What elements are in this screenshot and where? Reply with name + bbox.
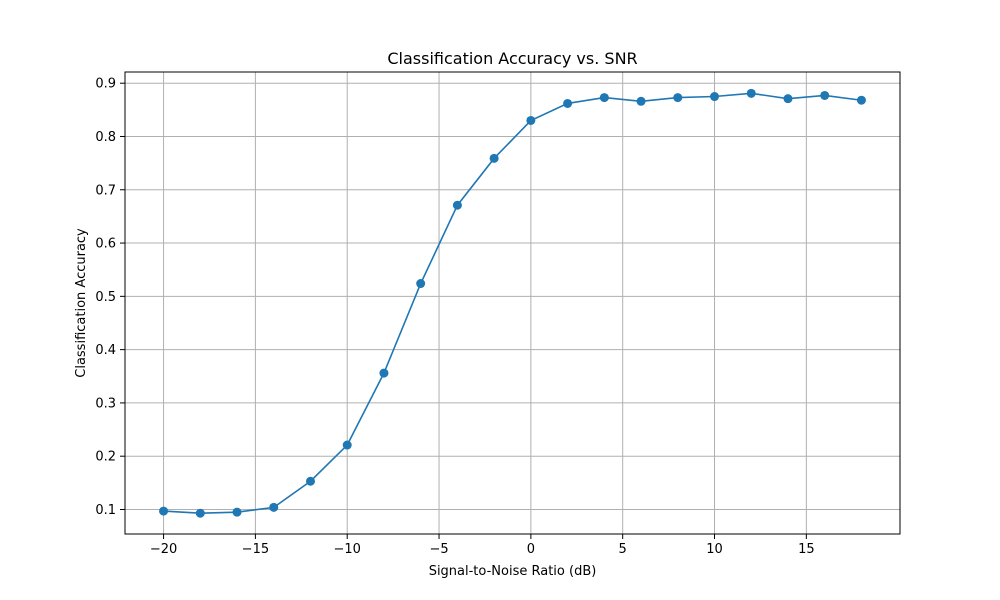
- y-tick-label: 0.9: [95, 77, 116, 92]
- data-point: [379, 368, 389, 378]
- x-tick-label: 5: [619, 542, 627, 557]
- x-axis-ticks: −20 −15 −10 −5 0 5 10 15: [150, 534, 815, 557]
- data-point: [820, 90, 830, 100]
- data-point: [489, 153, 499, 163]
- data-point: [452, 200, 462, 210]
- y-tick-label: 0.7: [95, 183, 116, 198]
- data-point: [269, 502, 279, 512]
- y-tick-label: 0.2: [95, 450, 116, 465]
- x-tick-label: −5: [429, 542, 448, 557]
- x-tick-label: 0: [527, 542, 535, 557]
- series-accuracy: [159, 88, 866, 518]
- data-point: [783, 94, 793, 104]
- y-axis-ticks: 0.1 0.2 0.3 0.4 0.5 0.6 0.7 0.8 0.9: [95, 77, 125, 518]
- data-point: [305, 476, 315, 486]
- y-tick-label: 0.5: [95, 290, 116, 305]
- data-point: [856, 95, 866, 105]
- y-tick-label: 0.3: [95, 396, 116, 411]
- y-tick-label: 0.4: [95, 343, 116, 358]
- y-tick-label: 0.8: [95, 130, 116, 145]
- data-point: [159, 506, 169, 516]
- x-tick-label: 15: [798, 542, 815, 557]
- x-tick-label: −15: [242, 542, 269, 557]
- x-tick-label: −10: [333, 542, 360, 557]
- data-point: [746, 88, 756, 98]
- data-point: [195, 508, 205, 518]
- data-point: [599, 93, 609, 103]
- data-point: [710, 92, 720, 102]
- data-point: [232, 507, 242, 517]
- data-point: [526, 115, 536, 125]
- data-point: [636, 96, 646, 106]
- x-tick-label: 10: [706, 542, 723, 557]
- data-point: [673, 93, 683, 103]
- data-point: [563, 98, 573, 108]
- data-point: [416, 279, 426, 289]
- chart-title: Classification Accuracy vs. SNR: [387, 49, 637, 68]
- x-tick-label: −20: [150, 542, 177, 557]
- y-tick-label: 0.6: [95, 237, 116, 252]
- plot-frame: [124, 71, 901, 535]
- data-point: [342, 440, 352, 450]
- y-axis-label: Classification Accuracy: [74, 228, 89, 378]
- series-line: [163, 92, 862, 515]
- grid-lines: [125, 72, 900, 534]
- x-axis-label: Signal-to-Noise Ratio (dB): [429, 564, 597, 579]
- y-tick-label: 0.1: [95, 503, 116, 518]
